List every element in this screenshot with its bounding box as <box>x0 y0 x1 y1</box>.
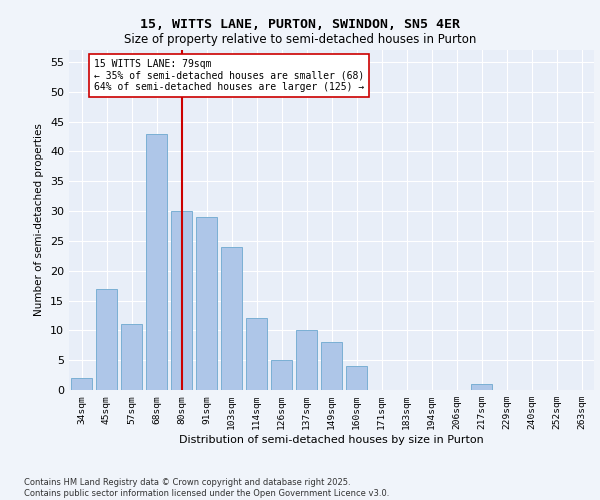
Y-axis label: Number of semi-detached properties: Number of semi-detached properties <box>34 124 44 316</box>
Bar <box>221 247 242 390</box>
Bar <box>146 134 167 390</box>
Text: 15, WITTS LANE, PURTON, SWINDON, SN5 4ER: 15, WITTS LANE, PURTON, SWINDON, SN5 4ER <box>140 18 460 30</box>
Bar <box>121 324 142 390</box>
Bar <box>196 217 217 390</box>
Text: 15 WITTS LANE: 79sqm
← 35% of semi-detached houses are smaller (68)
64% of semi-: 15 WITTS LANE: 79sqm ← 35% of semi-detac… <box>94 59 364 92</box>
Bar <box>296 330 317 390</box>
X-axis label: Distribution of semi-detached houses by size in Purton: Distribution of semi-detached houses by … <box>179 435 484 445</box>
Bar <box>96 288 117 390</box>
Bar <box>471 384 492 390</box>
Bar <box>321 342 342 390</box>
Bar <box>271 360 292 390</box>
Bar <box>246 318 267 390</box>
Text: Contains HM Land Registry data © Crown copyright and database right 2025.
Contai: Contains HM Land Registry data © Crown c… <box>24 478 389 498</box>
Bar <box>346 366 367 390</box>
Bar <box>71 378 92 390</box>
Bar <box>171 211 192 390</box>
Text: Size of property relative to semi-detached houses in Purton: Size of property relative to semi-detach… <box>124 32 476 46</box>
